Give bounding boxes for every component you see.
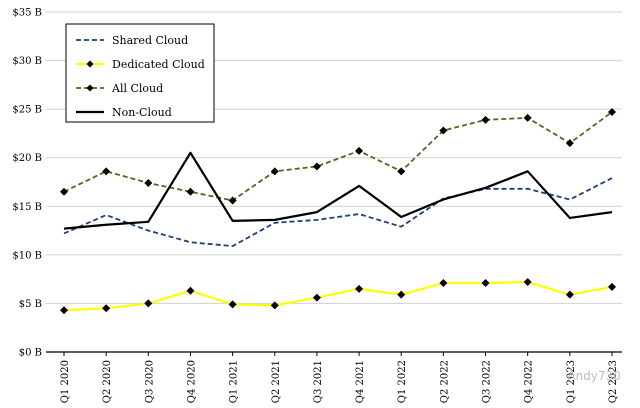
x-tick-label: Q4 2021 [355,360,366,403]
series-line [63,151,613,230]
data-point-marker [186,286,195,295]
data-point-marker [270,301,279,310]
x-tick-label: Q4 2020 [186,360,197,403]
data-point-marker [312,293,321,302]
y-tick-label: $20 B [12,153,42,164]
y-tick-label: $10 B [12,250,42,261]
x-tick-label: Q3 2021 [313,360,324,403]
series-line [63,280,613,312]
x-axis-tick-labels: Q1 2020 Q2 2020 Q3 2020 Q4 2020 Q1 2021 Q2 20… [60,352,619,403]
data-point-marker [312,162,321,171]
y-tick-label: $30 B [12,56,42,67]
y-axis-tick-labels: $0 B $5 B $10 B $15 B $20 B $25 B $30 B $35 B [12,8,42,359]
legend-label: Non-Cloud [112,106,172,119]
data-point-marker [397,167,406,176]
data-point-marker [228,300,237,309]
data-point-marker [102,304,111,313]
y-tick-label: $25 B [12,105,42,116]
legend-swatch-marker [86,84,94,92]
series-non-cloud [63,151,613,230]
y-tick-label: $15 B [12,202,42,213]
data-point-marker [60,187,68,196]
y-tick-label: $35 B [12,8,42,19]
series-all-cloud [60,108,616,205]
legend-swatch-marker [86,60,94,68]
x-tick-label: Q1 2020 [60,360,71,403]
series-dedicated-cloud [60,278,616,315]
data-point-marker [608,108,616,117]
x-tick-label: Q2 2021 [271,360,282,403]
x-tick-label: Q2 2022 [439,360,450,403]
data-point-marker [355,146,364,155]
x-tick-label: Q1 2023 [566,360,577,403]
data-point-marker [186,187,195,196]
data-point-marker [60,306,68,315]
y-tick-label: $0 B [19,348,42,359]
series-shared-cloud [63,177,613,248]
data-point-marker [355,284,364,293]
legend-box [65,23,215,123]
data-point-marker [397,290,406,299]
series-line [63,177,613,248]
data-point-marker [523,113,532,122]
legend-label: Dedicated Cloud [112,58,205,71]
data-point-marker [228,196,237,205]
data-point-marker [608,282,616,291]
data-point-marker [270,167,279,176]
data-point-marker [523,278,532,287]
data-point-marker [439,279,448,288]
data-point-marker [144,178,153,187]
legend-label: All Cloud [111,82,163,95]
x-tick-label: Q3 2020 [144,360,155,403]
series-line [63,111,613,202]
data-point-marker [144,299,153,308]
x-tick-label: Q3 2022 [482,360,493,403]
data-point-marker [565,139,574,148]
x-tick-label: Q1 2021 [229,360,240,403]
y-tick-label: $5 B [19,299,42,310]
x-tick-label: Q1 2022 [397,360,408,403]
data-point-marker [439,126,448,135]
series-layer [60,108,616,315]
data-point-marker [481,115,490,124]
x-tick-label: Q2 2020 [102,360,113,403]
legend: Shared Cloud Dedicated Cloud All Cloud Non-… [65,23,215,123]
data-point-marker [565,290,574,299]
x-tick-label: Q2 2023 [608,360,619,403]
legend-label: Shared Cloud [112,34,188,47]
watermark-text: Andy730 [567,369,620,383]
data-point-marker [102,167,111,176]
data-point-marker [481,279,490,288]
x-tick-label: Q4 2022 [524,360,535,403]
